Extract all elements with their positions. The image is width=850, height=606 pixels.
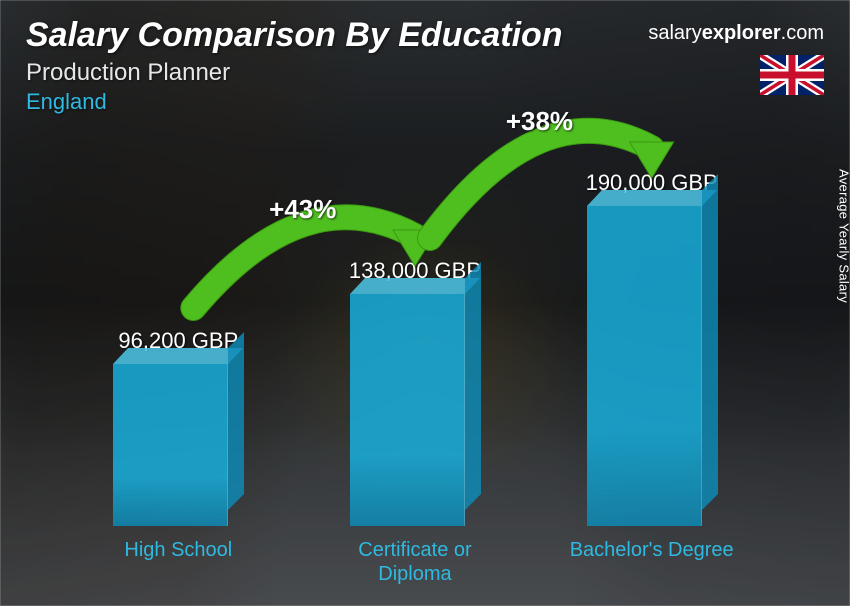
bar — [350, 294, 480, 526]
bar — [113, 364, 243, 526]
bar-chart: 96,200 GBPHigh School138,000 GBPCertific… — [60, 136, 770, 586]
category-label: High School — [124, 538, 232, 586]
category-label: Bachelor's Degree — [570, 538, 734, 586]
brand-block: salaryexplorer.com — [648, 22, 824, 95]
bar-front — [350, 294, 465, 526]
y-axis-label: Average Yearly Salary — [837, 169, 850, 303]
uk-flag-icon — [760, 55, 824, 95]
brand-suffix: .com — [781, 22, 824, 44]
bar-group: 138,000 GBPCertificate or Diploma — [320, 258, 510, 586]
bar — [587, 206, 717, 526]
brand-part1: salary — [648, 22, 701, 44]
bar-side — [465, 262, 481, 510]
bar-group: 190,000 GBPBachelor's Degree — [557, 170, 747, 586]
bar-group: 96,200 GBPHigh School — [83, 328, 273, 586]
category-label: Certificate or Diploma — [320, 538, 510, 586]
bar-side — [702, 174, 718, 510]
brand-part2: explorer — [702, 22, 781, 44]
bar-front — [113, 364, 228, 526]
bar-side — [228, 332, 244, 510]
pct-increase-label: +43% — [269, 194, 336, 225]
bar-front — [587, 206, 702, 526]
pct-increase-label: +38% — [506, 106, 573, 137]
brand-logo: salaryexplorer.com — [648, 22, 824, 45]
